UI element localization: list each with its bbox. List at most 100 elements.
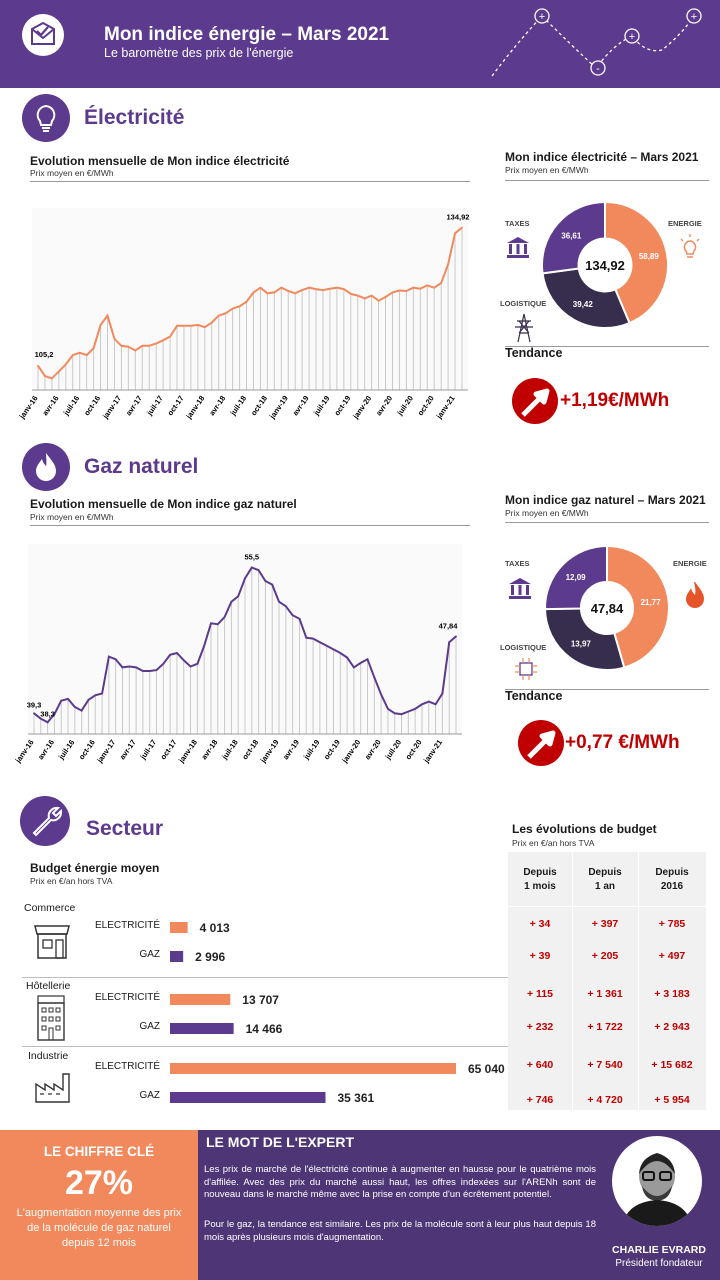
factory-icon	[35, 1073, 70, 1103]
data-point	[196, 662, 199, 665]
wrench-icon	[20, 796, 70, 846]
data-point	[46, 721, 49, 724]
bar-label-hotel-gaz: GAZ	[139, 1021, 160, 1032]
budget-bar-chart: 4 013 2 996 13 707 14 466 65 040 35 361	[170, 921, 505, 1105]
table-cell: + 1 361	[587, 988, 623, 1000]
data-point	[298, 617, 301, 620]
elec-donut-title: Mon indice électricité – Mars 2021	[505, 150, 699, 164]
data-point	[245, 300, 248, 303]
slice-label: 58,89	[639, 252, 660, 261]
x-tick-label: oct-18	[249, 394, 269, 417]
data-point	[169, 653, 172, 656]
table-subtitle: Prix en €/an hors TVA	[512, 838, 595, 848]
data-point	[363, 297, 366, 300]
data-point	[210, 321, 213, 324]
x-tick-label: janv-16	[17, 394, 40, 421]
data-point	[426, 284, 429, 287]
data-label: 47,84	[439, 621, 459, 630]
data-point	[391, 291, 394, 294]
data-point	[349, 292, 352, 295]
data-point	[155, 342, 158, 345]
page-subtitle: Le baromètre des prix de l'énergie	[104, 46, 294, 60]
x-tick-label: avr-18	[207, 394, 227, 417]
data-point	[339, 652, 342, 654]
shop-icon	[34, 925, 70, 959]
x-tick-label: juil-20	[383, 738, 403, 762]
data-point	[377, 299, 380, 302]
x-tick-label: janv-20	[350, 394, 373, 421]
bank-icon	[509, 578, 531, 599]
table-cell: + 4 720	[587, 1094, 623, 1106]
key-figure-value: 27%	[64, 1164, 134, 1202]
data-point	[398, 289, 401, 292]
data-point	[223, 616, 226, 618]
elec-label-taxes: TAXES	[505, 219, 530, 228]
x-tick-label: juil-18	[219, 738, 239, 762]
deco-plus-1: +	[539, 11, 545, 23]
segment-label-commerce: Commerce	[24, 902, 76, 914]
x-tick-label: oct-19	[322, 738, 342, 761]
bar-label-commerce-elec: ELECTRICITÉ	[94, 920, 160, 931]
elec-line-subtitle: Prix moyen en €/MWh	[30, 168, 114, 178]
expert-paragraph-1: Les prix de marché de l'électricité cont…	[204, 1164, 596, 1200]
data-point	[176, 324, 178, 327]
budget-bar-value: 65 040	[468, 1062, 505, 1076]
budget-bar	[170, 1063, 456, 1074]
data-label: 105,2	[35, 350, 54, 359]
gaz-tendance-label: Tendance	[505, 689, 563, 703]
data-point	[291, 614, 294, 617]
table-cell: + 115	[527, 988, 553, 1000]
data-point	[356, 294, 359, 297]
flame-icon	[686, 582, 704, 608]
bar-label-industrie-elec: ELECTRICITÉ	[94, 1061, 160, 1072]
data-point	[387, 707, 389, 710]
x-tick-label: avr-17	[124, 394, 144, 417]
gaz-tendance-rule	[505, 689, 709, 690]
data-point	[128, 665, 131, 668]
data-point	[60, 699, 63, 702]
segment-divider-2	[22, 1046, 702, 1047]
data-point	[210, 622, 212, 625]
table-cell: + 39	[529, 950, 551, 962]
slice-label: 39,42	[573, 300, 594, 309]
data-point	[94, 694, 97, 697]
data-point	[114, 658, 117, 661]
pylon-icon	[515, 313, 533, 343]
data-point	[162, 339, 165, 342]
x-tick-label: juil-16	[56, 738, 76, 762]
gaz-label-energie: ENERGIE	[673, 559, 707, 568]
donut-slice	[544, 544, 608, 611]
x-tick-label: oct-16	[77, 738, 97, 761]
data-point	[37, 364, 39, 367]
x-tick-label: juil-20	[395, 394, 415, 418]
data-point	[44, 375, 46, 377]
data-point	[135, 666, 137, 669]
data-point	[373, 676, 376, 679]
x-tick-label: avr-19	[291, 394, 311, 417]
expert-paragraph-2: Pour le gaz, la tendance est similaire. …	[204, 1219, 596, 1243]
data-point	[101, 692, 103, 695]
x-tick-label: avr-16	[36, 738, 56, 761]
table-col-divider-1	[572, 852, 573, 1110]
data-point	[71, 354, 74, 357]
elec-tendance-rule	[505, 346, 709, 347]
data-point	[332, 648, 335, 651]
data-point	[342, 288, 345, 291]
table-cell: + 3 183	[654, 988, 690, 1000]
data-point	[407, 710, 410, 713]
data-point	[203, 644, 206, 647]
data-point	[305, 636, 308, 639]
x-tick-label: avr-17	[118, 738, 138, 761]
elec-label-energie: ENERGIE	[668, 219, 702, 228]
x-tick-label: oct-16	[82, 394, 102, 417]
segment-label-hotellerie: Hôtellerie	[26, 980, 71, 992]
data-point	[434, 703, 437, 706]
data-point	[107, 655, 110, 658]
table-title: Les évolutions de budget	[512, 822, 657, 836]
page-title: Mon indice énergie – Mars 2021	[104, 24, 390, 45]
data-point	[461, 226, 463, 229]
x-tick-label: oct-20	[416, 394, 436, 417]
bar-label-industrie-gaz: GAZ	[139, 1090, 160, 1101]
data-point	[87, 698, 90, 701]
table-cell: + 785	[658, 918, 686, 930]
